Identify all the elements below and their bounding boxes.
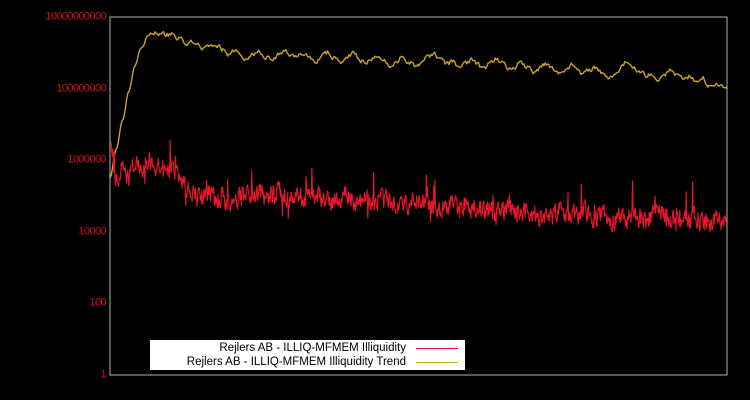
- plot-area-background: [110, 17, 727, 375]
- y-axis-tick-label: 1000000: [67, 153, 106, 166]
- legend-color-swatch: [416, 361, 458, 363]
- y-axis-tick-label: 10000000000: [45, 10, 106, 23]
- series-line-illiquidity: [109, 139, 728, 233]
- y-axis-tick-label: 10000: [78, 225, 106, 238]
- legend-label: Rejlers AB - ILLIQ-MFMEM Illiquidity Tre…: [186, 356, 406, 368]
- legend-label: Rejlers AB - ILLIQ-MFMEM Illiquidity: [219, 342, 406, 354]
- chart-legend: Rejlers AB - ILLIQ-MFMEM Illiquidity Rej…: [150, 340, 465, 370]
- y-axis-tick-label: 100: [89, 296, 106, 309]
- series-layer: [109, 30, 728, 233]
- y-axis-tick-label: 1: [100, 368, 106, 381]
- plot-area-border: [109, 16, 728, 376]
- legend-color-swatch: [416, 347, 458, 349]
- series-line-illiquidity-trend: [109, 30, 728, 179]
- legend-item: Rejlers AB - ILLIQ-MFMEM Illiquidity Tre…: [151, 355, 464, 369]
- y-axis-tick-label: 100000000: [56, 82, 106, 95]
- legend-item: Rejlers AB - ILLIQ-MFMEM Illiquidity: [151, 341, 464, 355]
